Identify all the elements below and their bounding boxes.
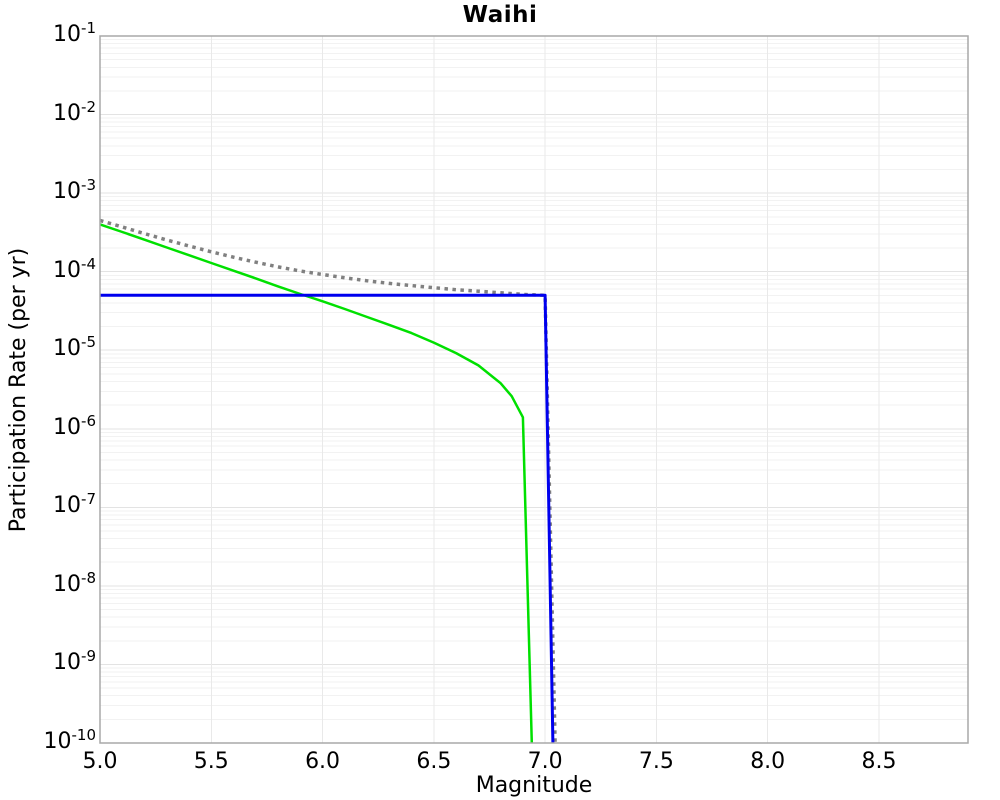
series-total-rate-dotted (99, 218, 557, 744)
x-tick-label: 5.5 (193, 749, 229, 774)
x-tick-label: 6.0 (305, 749, 341, 774)
y-tick-label: 10-6 (53, 411, 96, 440)
x-tick-label: 8.0 (750, 749, 786, 774)
y-tick-label: 10-7 (53, 490, 96, 519)
y-tick-label: 10-5 (53, 333, 96, 362)
y-tick-label: 10-1 (53, 18, 96, 48)
x-tick-label: 7.5 (638, 749, 674, 774)
y-tick-label: 10-9 (53, 647, 96, 676)
x-axis-label: Magnitude (475, 773, 593, 798)
x-tick-label: 7.0 (527, 749, 563, 774)
x-tick-label: 5.0 (82, 749, 118, 774)
series-gutenberg-richter-branch (99, 223, 534, 744)
y-tick-label: 10-8 (53, 568, 96, 597)
x-tick-label: 8.5 (861, 749, 897, 774)
x-tick-label: 6.5 (416, 749, 452, 774)
y-tick-label: 10-4 (53, 254, 96, 283)
y-axis-label: Participation Rate (per yr) (6, 247, 31, 532)
chart-title: Waihi (462, 2, 538, 28)
plot-frame (99, 35, 969, 744)
y-tick-label: 10-10 (43, 725, 97, 755)
series-characteristic-branch (100, 293, 555, 744)
y-tick-label: 10-2 (53, 97, 96, 126)
y-tick-label: 10-3 (53, 175, 96, 205)
